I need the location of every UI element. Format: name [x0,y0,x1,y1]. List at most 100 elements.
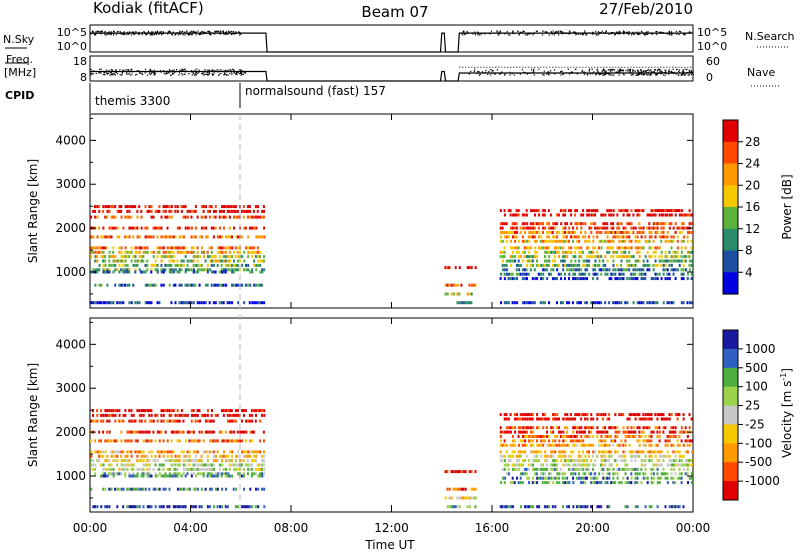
range-gate-cell [110,255,113,259]
range-gate-cell [554,450,557,454]
range-gate-cell [198,263,201,267]
colorbar-tick-label: 16 [745,200,760,214]
range-gate-cell [646,476,649,480]
range-gate-cell [682,413,685,417]
range-gate-cell [190,419,193,423]
range-gate-cell [526,255,528,259]
freq-sample [112,74,114,76]
range-gate-cell [530,426,532,430]
range-gate-cell [560,467,562,471]
freq-sample [184,71,186,73]
range-gate-cell [509,209,512,213]
range-gate-cell [178,505,181,509]
range-gate-cell [644,277,647,281]
range-gate-cell [537,476,540,480]
range-gate-cell [251,413,254,417]
range-gate-cell [94,205,96,209]
nsky-sample [224,33,226,35]
freq-sample [110,69,112,71]
range-gate-cell [140,226,143,230]
range-gate-cell [150,235,153,239]
range-gate-cell [176,467,179,471]
nsky-sample [535,30,537,32]
range-gate-cell [205,226,207,230]
freq-sample [621,69,623,71]
range-gate-cell [638,426,641,430]
freq-sample [560,74,562,76]
range-gate-cell [502,255,504,259]
range-gate-cell [142,487,145,491]
range-gate-cell [164,250,167,254]
range-gate-cell [206,467,209,471]
range-gate-cell [134,419,137,423]
range-gate-cell [640,450,643,454]
range-gate-cell [660,450,663,454]
range-gate-cell [152,467,155,471]
range-gate-cell [198,268,201,272]
nsky-sample [205,32,207,35]
range-gate-cell [558,443,561,447]
range-gate-cell [182,413,185,417]
colorbar-swatch [723,141,738,165]
range-gate-cell [668,277,671,281]
freq-sample [631,73,633,75]
freq-sample [524,72,527,74]
range-gate-cell [132,255,135,259]
range-gate-cell [194,505,197,509]
range-gate-cell [253,301,256,305]
range-gate-cell [654,277,657,281]
freq-sample [204,69,206,71]
range-gate-cell [602,472,605,476]
freq-sample [609,68,611,71]
range-gate-cell [108,259,111,263]
range-gate-cell [166,459,169,463]
range-gate-cell [90,255,93,259]
range-gate-cell [650,435,653,438]
range-gate-cell [556,413,559,417]
range-gate-cell [257,255,260,259]
range-gate-cell [216,263,219,267]
range-gate-cell [666,209,669,213]
x-axis: 00:00 04:00 08:00 12:00 16:00 20:00 00:00 [73,114,710,535]
range-gate-cell [584,268,587,272]
range-gate-cell [222,250,225,254]
range-gate-cell [154,474,157,478]
range-gate-cell [166,263,169,267]
range-gate-cell [556,417,559,421]
range-gate-cell [136,409,139,413]
range-gate-cell [606,443,609,447]
range-gate-cell [584,231,587,234]
y-tick-label: 1000 [55,469,86,483]
range-gate-cell [231,474,234,478]
range-gate-cell [596,454,599,458]
range-gate-cell [527,255,530,259]
nsky-sample [110,31,112,33]
range-gate-cell [549,272,552,276]
range-gate-cell [612,476,615,480]
range-gate-cell [620,250,623,254]
range-gate-cell [632,454,635,458]
range-gate-cell [684,459,687,463]
range-gate-cell [592,301,595,305]
range-gate-cell [507,467,510,471]
range-gate-cell [592,417,595,421]
range-gate-cell [636,246,639,250]
range-gate-cell [624,450,627,454]
range-gate-cell [562,231,564,234]
range-gate-cell [542,231,544,234]
nsky-sample [595,30,597,32]
range-gate-cell [160,450,163,454]
range-gate-cell [499,239,502,243]
range-gate-cell [244,450,247,454]
nsky-sample [113,34,115,36]
range-gate-cell [590,472,592,476]
range-gate-cell [600,481,603,485]
range-gate-cell [200,263,203,267]
range-gate-cell [576,301,579,305]
range-gate-cell [110,450,113,454]
range-gate-cell [624,467,627,471]
nsky-sample [203,31,205,33]
range-gate-cell [630,476,633,480]
range-gate-cell [622,454,625,458]
